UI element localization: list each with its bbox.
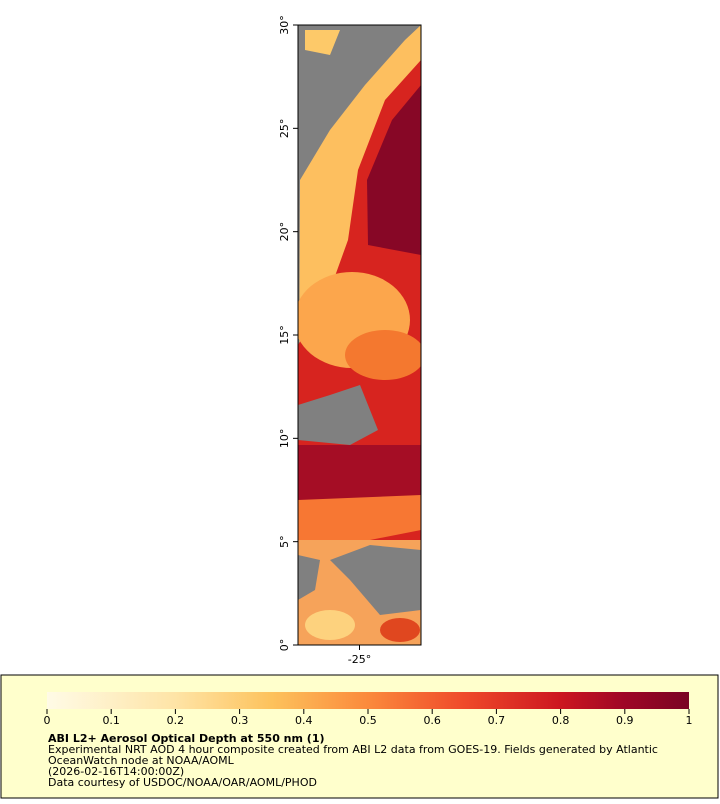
colorbar-tick-label: 0.8 — [552, 714, 570, 727]
colorbar-tick-label: 0.1 — [102, 714, 120, 727]
colorbar-tick-label: 0.2 — [167, 714, 185, 727]
colorbar-tick-label: 1 — [686, 714, 693, 727]
y-tick-label: 25° — [278, 119, 291, 139]
y-tick-label: 5° — [278, 535, 291, 548]
y-tick-label: 10° — [278, 429, 291, 449]
description-line: OceanWatch node at NOAA/AOML — [48, 754, 235, 767]
colorbar-tick-label: 0.3 — [231, 714, 249, 727]
description-line: Data courtesy of USDOC/NOAA/OAR/AOML/PHO… — [48, 776, 317, 789]
title: ABI L2+ Aerosol Optical Depth at 550 nm … — [48, 732, 325, 745]
y-tick-label: 0° — [278, 639, 291, 652]
colorbar-tick-label: 0 — [44, 714, 51, 727]
description-line: Experimental NRT AOD 4 hour composite cr… — [48, 743, 658, 756]
x-tick-label: -25° — [348, 653, 371, 666]
y-tick-label: 20° — [278, 222, 291, 242]
colorbar-tick-label: 0.6 — [423, 714, 441, 727]
colorbar-tick-label: 0.5 — [359, 714, 377, 727]
colorbar — [47, 692, 689, 709]
colorbar-tick-label: 0.9 — [616, 714, 634, 727]
colorbar-tick-label: 0.4 — [295, 714, 313, 727]
aod-field — [298, 25, 421, 645]
colorbar-tick-label: 0.7 — [488, 714, 506, 727]
y-tick-label: 30° — [278, 15, 291, 35]
description-line: (2026-02-16T14:00:00Z) — [48, 765, 184, 778]
y-tick-label: 15° — [278, 325, 291, 345]
